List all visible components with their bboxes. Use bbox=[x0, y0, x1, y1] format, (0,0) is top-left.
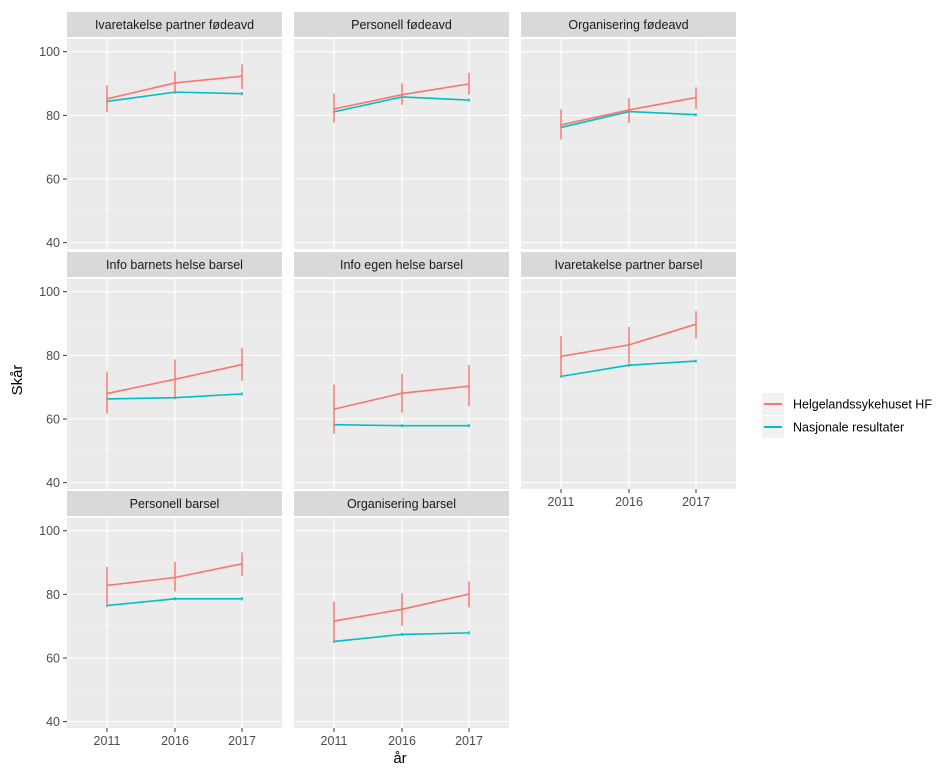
facet-strip bbox=[521, 252, 736, 277]
y-tick-label: 100 bbox=[39, 285, 60, 299]
y-tick-label: 60 bbox=[46, 413, 60, 427]
legend: Helgelandssykehuset HF Nasjonale resulta… bbox=[762, 393, 932, 438]
facet-panels: Ivaretakelse partner fødeavd406080100Per… bbox=[39, 12, 736, 748]
facet-strip bbox=[67, 491, 282, 516]
facet-panel-5: Info egen helse barsel bbox=[294, 252, 509, 489]
facet-panel-7: Personell barsel 40 60 80 100 2011 2016 2017 bbox=[39, 491, 282, 748]
x-tick-label: 2011 bbox=[548, 495, 575, 509]
facet-panel-6: Ivaretakelse partner barsel 2011 2016 2017 bbox=[521, 252, 736, 509]
facet-title: Organisering fødeavd bbox=[568, 18, 688, 32]
facet-panel-3: Organisering fødeavd bbox=[521, 12, 736, 249]
facet-strip bbox=[67, 12, 282, 37]
x-tick-label: 2017 bbox=[682, 495, 710, 509]
facet-title: Organisering barsel bbox=[347, 497, 456, 511]
y-tick-label: 60 bbox=[46, 173, 60, 187]
y-tick-label: 60 bbox=[46, 652, 60, 666]
y-tick-label: 100 bbox=[39, 524, 60, 538]
legend-label-helgeland: Helgelandssykehuset HF bbox=[793, 398, 932, 412]
y-tick-label: 40 bbox=[46, 715, 60, 729]
facet-panel-8: Organisering barsel 2011 2016 2017 bbox=[294, 491, 509, 748]
y-tick-label: 100 bbox=[39, 45, 60, 59]
y-axis-title: Skår bbox=[9, 365, 26, 396]
y-tick-label: 80 bbox=[46, 109, 60, 123]
x-axis-title: år bbox=[393, 750, 406, 767]
facet-title: Info egen helse barsel bbox=[340, 258, 463, 272]
facet-strip bbox=[294, 12, 509, 37]
facet-strip bbox=[294, 491, 509, 516]
x-tick-label: 2017 bbox=[455, 734, 483, 748]
y-tick-label: 80 bbox=[46, 588, 60, 602]
facet-panel-1: Ivaretakelse partner fødeavd 40 60 80 100 bbox=[39, 12, 282, 250]
facet-title: Personell barsel bbox=[130, 497, 220, 511]
facet-title: Personell fødeavd bbox=[351, 18, 452, 32]
facet-title: Ivaretakelse partner barsel bbox=[555, 258, 703, 272]
legend-label-nasjonale: Nasjonale resultater bbox=[793, 421, 904, 435]
facet-strip bbox=[294, 252, 509, 277]
x-tick-label: 2017 bbox=[228, 734, 256, 748]
y-tick-label: 40 bbox=[46, 476, 60, 490]
facet-title: Ivaretakelse partner fødeavd bbox=[95, 18, 254, 32]
y-tick-label: 40 bbox=[46, 236, 60, 250]
y-tick-label: 80 bbox=[46, 349, 60, 363]
x-tick-label: 2016 bbox=[161, 734, 189, 748]
facet-panel-4: Info barnets helse barsel 40 60 80 100 bbox=[39, 252, 282, 490]
x-tick-label: 2011 bbox=[94, 734, 121, 748]
facet-strip bbox=[67, 252, 282, 277]
x-tick-label: 2016 bbox=[388, 734, 416, 748]
facet-strip bbox=[521, 12, 736, 37]
facet-title: Info barnets helse barsel bbox=[106, 258, 243, 272]
x-tick-label: 2011 bbox=[321, 734, 348, 748]
x-tick-label: 2016 bbox=[615, 495, 643, 509]
facet-panel-2: Personell fødeavd bbox=[294, 12, 509, 249]
